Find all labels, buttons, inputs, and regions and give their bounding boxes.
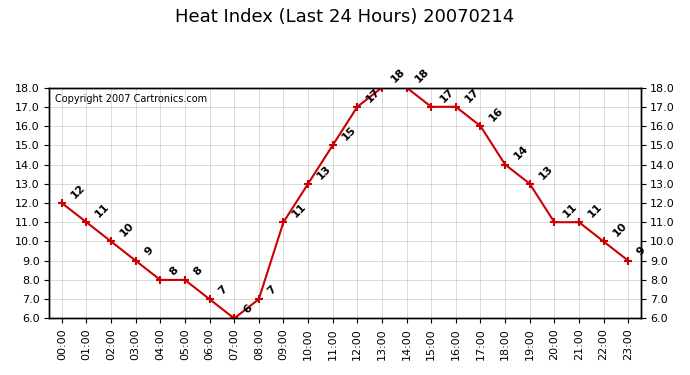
Text: 11: 11	[290, 201, 308, 219]
Text: 10: 10	[611, 221, 629, 238]
Text: 15: 15	[339, 124, 357, 142]
Text: 6: 6	[241, 303, 254, 316]
Text: 8: 8	[167, 265, 180, 277]
Text: 18: 18	[413, 67, 431, 85]
Text: 7: 7	[266, 284, 278, 296]
Text: 14: 14	[512, 144, 530, 162]
Text: 13: 13	[537, 163, 555, 181]
Text: 10: 10	[118, 221, 136, 238]
Text: 17: 17	[463, 86, 481, 104]
Text: 9: 9	[143, 245, 155, 258]
Text: 13: 13	[315, 163, 333, 181]
Text: 12: 12	[69, 182, 87, 200]
Text: 8: 8	[192, 265, 204, 277]
Text: 9: 9	[635, 245, 648, 258]
Text: 11: 11	[561, 201, 580, 219]
Text: 18: 18	[389, 67, 407, 85]
Text: 17: 17	[364, 86, 382, 104]
Text: 11: 11	[586, 201, 604, 219]
Text: 7: 7	[217, 284, 229, 296]
Text: 17: 17	[438, 86, 456, 104]
Text: Heat Index (Last 24 Hours) 20070214: Heat Index (Last 24 Hours) 20070214	[175, 8, 515, 26]
Text: 16: 16	[487, 105, 506, 123]
Text: 11: 11	[93, 201, 111, 219]
Text: Copyright 2007 Cartronics.com: Copyright 2007 Cartronics.com	[55, 94, 208, 105]
